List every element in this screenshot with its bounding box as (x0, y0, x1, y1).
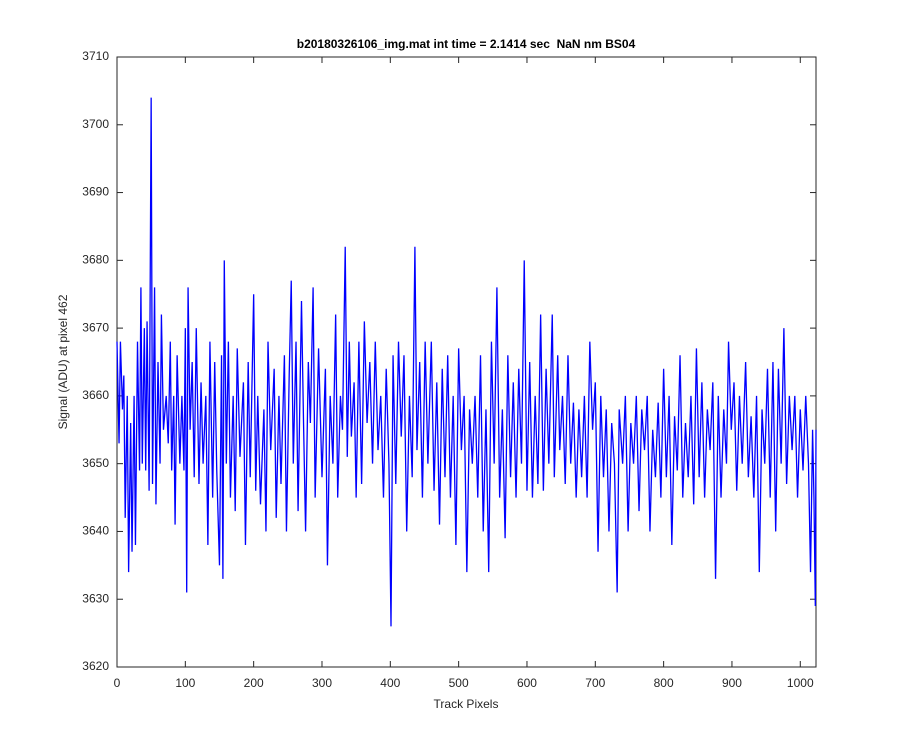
y-tick-label: 3710 (82, 49, 109, 63)
y-tick-label: 3700 (82, 117, 109, 131)
chart-title: b20180326106_img.mat int time = 2.1414 s… (297, 37, 636, 51)
x-tick-label: 900 (722, 676, 742, 690)
y-tick-label: 3690 (82, 185, 109, 199)
y-tick-label: 3620 (82, 659, 109, 673)
data-line (116, 97, 817, 627)
x-tick-label: 600 (517, 676, 537, 690)
y-tick-label: 3630 (82, 591, 109, 605)
x-tick-label: 100 (175, 676, 195, 690)
y-tick-label: 3670 (82, 320, 109, 334)
y-tick-label: 3650 (82, 456, 109, 470)
y-tick-label: 3640 (82, 524, 109, 538)
y-tick-label: 3680 (82, 253, 109, 267)
x-tick-label: 1000 (787, 676, 814, 690)
x-tick-label: 400 (380, 676, 400, 690)
x-tick-label: 700 (585, 676, 605, 690)
x-tick-label: 0 (114, 676, 121, 690)
x-tick-label: 500 (449, 676, 469, 690)
y-axis-label: Signal (ADU) at pixel 462 (56, 294, 70, 429)
x-tick-label: 200 (244, 676, 264, 690)
x-axis-label: Track Pixels (434, 697, 499, 711)
y-tick-label: 3660 (82, 388, 109, 402)
x-tick-label: 300 (312, 676, 332, 690)
x-tick-label: 800 (654, 676, 674, 690)
